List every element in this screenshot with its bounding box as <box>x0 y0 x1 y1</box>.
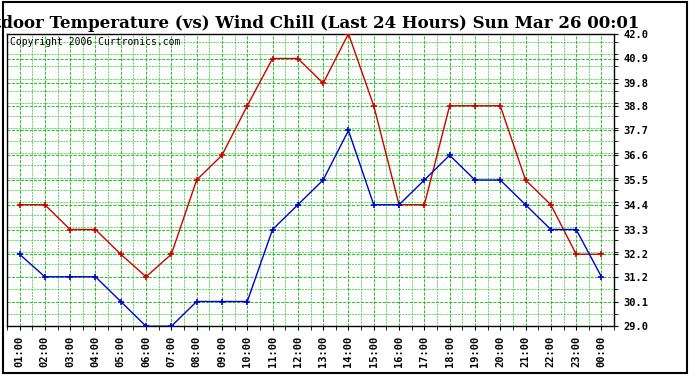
Text: Copyright 2006 Curtronics.com: Copyright 2006 Curtronics.com <box>10 37 180 46</box>
Text: Outdoor Temperature (vs) Wind Chill (Last 24 Hours) Sun Mar 26 00:01: Outdoor Temperature (vs) Wind Chill (Las… <box>0 15 640 32</box>
